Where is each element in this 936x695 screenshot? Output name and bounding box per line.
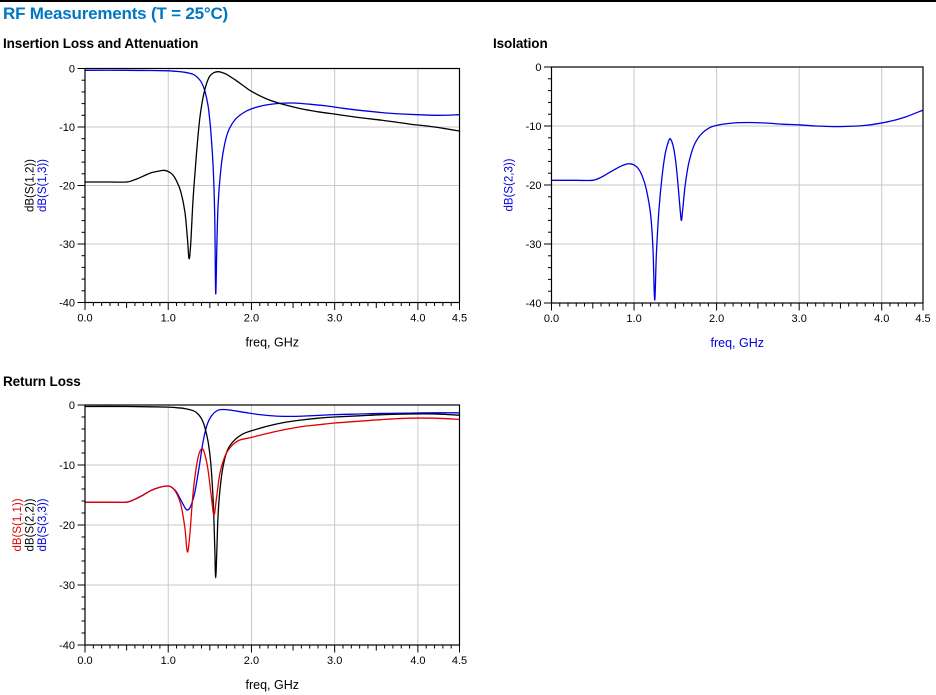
x-tick-label: 3.0 <box>327 655 342 667</box>
y-axis-title: dB(S(1,1)) <box>12 498 24 551</box>
y-tick-label: -10 <box>59 122 75 134</box>
x-axis-title: freq, GHz <box>246 678 300 692</box>
chart-title-return-loss: Return Loss <box>3 374 81 389</box>
x-axis-title: freq, GHz <box>711 336 765 350</box>
x-tick-label: 4.0 <box>410 655 425 667</box>
x-tick-label: 4.5 <box>915 313 930 325</box>
y-tick-label: -20 <box>526 180 542 192</box>
y-axis-title: dB(S(2,3)) <box>504 158 516 211</box>
y-tick-label: 0 <box>69 64 75 76</box>
y-tick-label: -30 <box>59 580 75 592</box>
y-tick-label: -40 <box>526 298 542 310</box>
x-tick-label: 0.0 <box>77 313 92 325</box>
x-tick-label: 3.0 <box>327 313 342 325</box>
chart-title-isolation: Isolation <box>493 36 548 51</box>
series-dB(S(2,2)) <box>84 405 461 579</box>
series-dB(S(2,3)) <box>550 109 924 301</box>
x-tick-label: 1.0 <box>161 313 176 325</box>
x-tick-label: 1.0 <box>626 313 641 325</box>
series-dB(S(1,2)) <box>84 71 461 260</box>
y-axis-title: dB(S(2,2)) <box>25 498 37 551</box>
y-tick-label: -20 <box>59 181 75 193</box>
x-tick-label: 2.0 <box>244 655 259 667</box>
series-dB(S(1,1)) <box>84 417 461 553</box>
y-tick-label: -10 <box>526 121 542 133</box>
x-tick-label: 3.0 <box>792 313 807 325</box>
y-axis-title: dB(S(1,2)) <box>25 159 37 212</box>
x-tick-label: 4.0 <box>410 313 425 325</box>
x-tick-label: 4.5 <box>452 655 467 667</box>
x-tick-label: 4.0 <box>874 313 889 325</box>
y-tick-label: -10 <box>59 460 75 472</box>
y-tick-label: -30 <box>526 239 542 251</box>
series-dB(S(1,3)) <box>84 69 461 295</box>
y-tick-label: 0 <box>535 62 541 74</box>
x-tick-label: 2.0 <box>709 313 724 325</box>
y-axis-title: dB(S(1,3)) <box>37 159 49 212</box>
x-tick-label: 4.5 <box>452 313 467 325</box>
top-divider <box>0 0 936 2</box>
x-tick-label: 0.0 <box>544 313 559 325</box>
x-tick-label: 0.0 <box>77 655 92 667</box>
y-axis-title: dB(S(3,3)) <box>37 498 49 551</box>
y-tick-label: -40 <box>59 640 75 652</box>
x-tick-label: 1.0 <box>161 655 176 667</box>
y-tick-label: 0 <box>69 400 75 412</box>
x-tick-label: 2.0 <box>244 313 259 325</box>
x-axis-title: freq, GHz <box>246 336 300 350</box>
y-tick-label: -40 <box>59 298 75 310</box>
page-title: RF Measurements (T = 25°C) <box>3 4 229 23</box>
chart-title-insertion-loss: Insertion Loss and Attenuation <box>3 36 199 51</box>
y-tick-label: -30 <box>59 239 75 251</box>
y-tick-label: -20 <box>59 520 75 532</box>
